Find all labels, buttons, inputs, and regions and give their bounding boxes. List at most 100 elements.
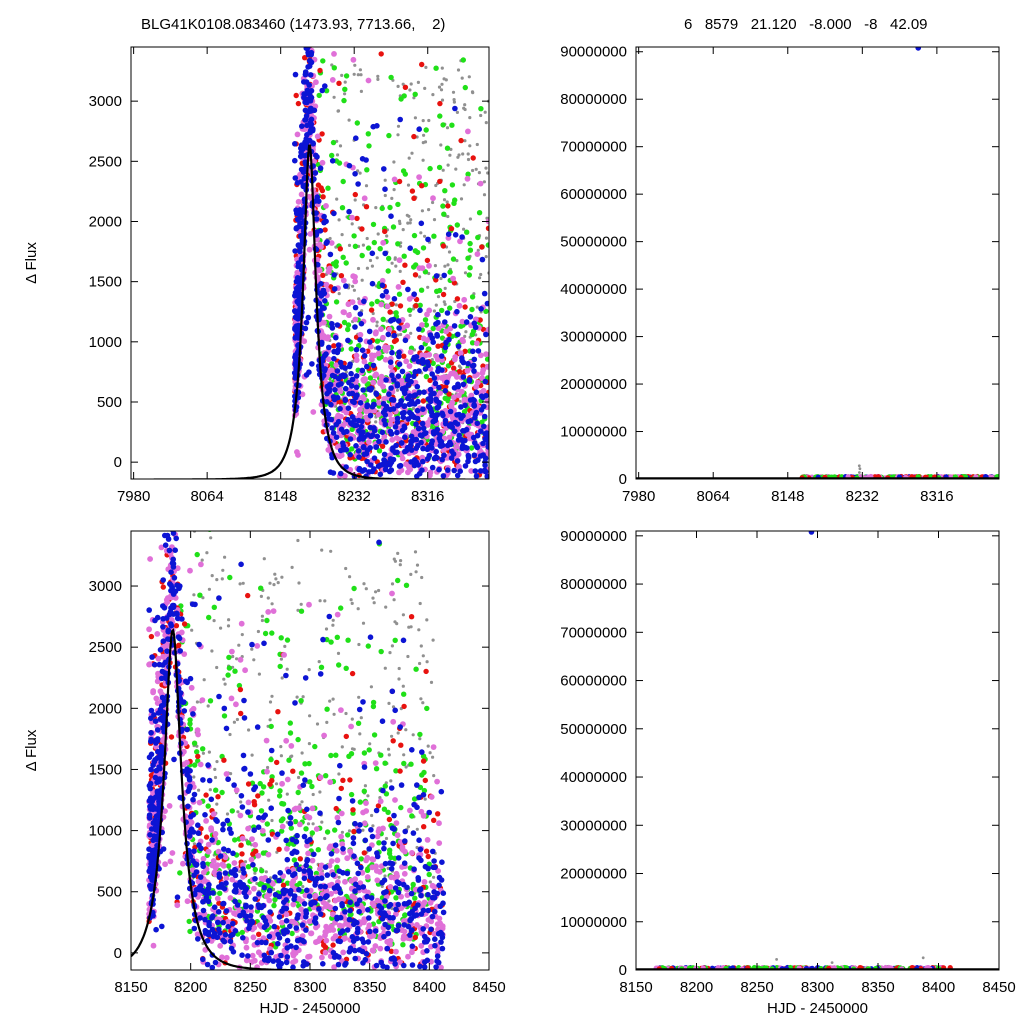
data-point-green	[393, 895, 399, 901]
data-point-gray	[418, 661, 422, 666]
data-point-gray	[337, 772, 341, 776]
data-point-gray	[439, 88, 444, 92]
data-point-blue	[472, 468, 479, 474]
data-point-blue	[340, 447, 347, 453]
data-point-blue	[413, 459, 420, 465]
data-point-gray	[446, 163, 450, 167]
data-point-green	[280, 801, 287, 807]
data-point-pink	[368, 343, 374, 350]
data-point-green	[345, 322, 352, 328]
data-point-gray	[279, 657, 283, 661]
data-point-gray	[418, 275, 422, 279]
data-point-pink	[194, 931, 201, 938]
data-point-red	[413, 303, 419, 309]
data-point-blue	[481, 403, 487, 410]
data-point-green	[316, 92, 322, 99]
data-point-gray	[392, 188, 396, 192]
data-point-pink	[405, 463, 412, 470]
data-point-pink	[319, 954, 325, 961]
data-point-blue	[416, 126, 423, 132]
data-point-blue	[317, 165, 324, 171]
data-point-pink	[322, 949, 329, 956]
data-point-gray	[374, 206, 378, 210]
data-point-green	[418, 287, 425, 293]
data-point-blue	[401, 403, 408, 409]
data-point-blue	[352, 171, 358, 177]
data-point-pink	[347, 466, 354, 473]
data-point-red	[456, 368, 463, 375]
data-point-blue	[376, 438, 382, 445]
data-point-gray	[431, 755, 435, 759]
data-point-gray	[484, 255, 488, 259]
data-point-blue	[374, 433, 381, 440]
data-point-blue	[359, 367, 366, 374]
data-point-red	[440, 291, 447, 298]
data-point-red	[412, 934, 418, 941]
data-point-green	[219, 789, 225, 796]
data-point-red	[462, 304, 468, 310]
data-point-green	[345, 326, 351, 333]
data-point-green	[364, 381, 370, 388]
data-point-blue	[379, 429, 386, 436]
data-point-blue	[465, 360, 471, 367]
data-point-pink	[380, 825, 386, 832]
data-point-blue	[455, 331, 461, 338]
data-point-blue	[415, 358, 422, 365]
data-point-blue	[309, 127, 316, 134]
data-point-green	[411, 232, 418, 239]
data-point-gray	[213, 767, 217, 772]
data-point-gray	[375, 320, 379, 324]
data-point-gray	[409, 218, 413, 222]
data-point-gray	[308, 714, 312, 718]
data-point-blue	[347, 436, 354, 442]
data-point-blue	[456, 411, 462, 418]
data-point-gray	[349, 598, 353, 602]
data-point-gray	[390, 734, 394, 738]
data-point-pink	[308, 30, 314, 36]
data-point-blue	[419, 357, 426, 363]
x-tick-label: 8316	[411, 488, 444, 505]
data-point-gray	[350, 222, 354, 226]
data-point-gray	[396, 551, 400, 556]
data-point-blue	[451, 385, 458, 391]
data-point-blue	[306, 31, 312, 37]
data-point-blue	[322, 298, 328, 304]
data-point-gray	[471, 168, 475, 173]
data-point-pink	[443, 328, 450, 335]
data-point-gray	[392, 557, 396, 561]
data-point-pink	[150, 942, 157, 949]
data-point-blue	[333, 421, 340, 428]
data-point-pink	[333, 847, 340, 854]
data-point-pink	[426, 307, 433, 314]
data-point-green	[260, 784, 267, 790]
data-point-red	[435, 811, 441, 817]
x-tick-label: 8232	[846, 488, 879, 505]
data-point-blue	[375, 463, 382, 470]
data-point-gray	[366, 794, 370, 798]
data-point-blue	[371, 401, 377, 408]
data-point-gray	[433, 264, 437, 268]
data-point-gray	[359, 89, 363, 93]
data-point-green	[483, 308, 489, 314]
data-point-red	[340, 777, 346, 783]
data-point-red	[409, 188, 416, 194]
data-point-blue	[444, 310, 451, 316]
data-point-gray	[311, 792, 315, 797]
y-tick-label: 70000000	[560, 139, 627, 156]
plot-frame	[635, 46, 1000, 480]
data-point-green	[395, 201, 401, 208]
data-point-gray	[463, 334, 467, 338]
data-point-pink	[334, 611, 341, 618]
data-point-green	[258, 808, 265, 814]
data-point-blue	[478, 428, 484, 435]
data-point-green	[436, 164, 443, 171]
data-point-pink	[396, 257, 403, 264]
data-point-gray	[452, 98, 456, 102]
data-point-pink	[406, 363, 413, 369]
data-point-green	[421, 787, 428, 794]
data-point-gray	[434, 303, 438, 307]
data-point-pink	[380, 239, 387, 246]
data-point-pink	[305, 850, 311, 857]
data-point-pink	[334, 814, 341, 821]
data-point-gray	[283, 644, 287, 649]
